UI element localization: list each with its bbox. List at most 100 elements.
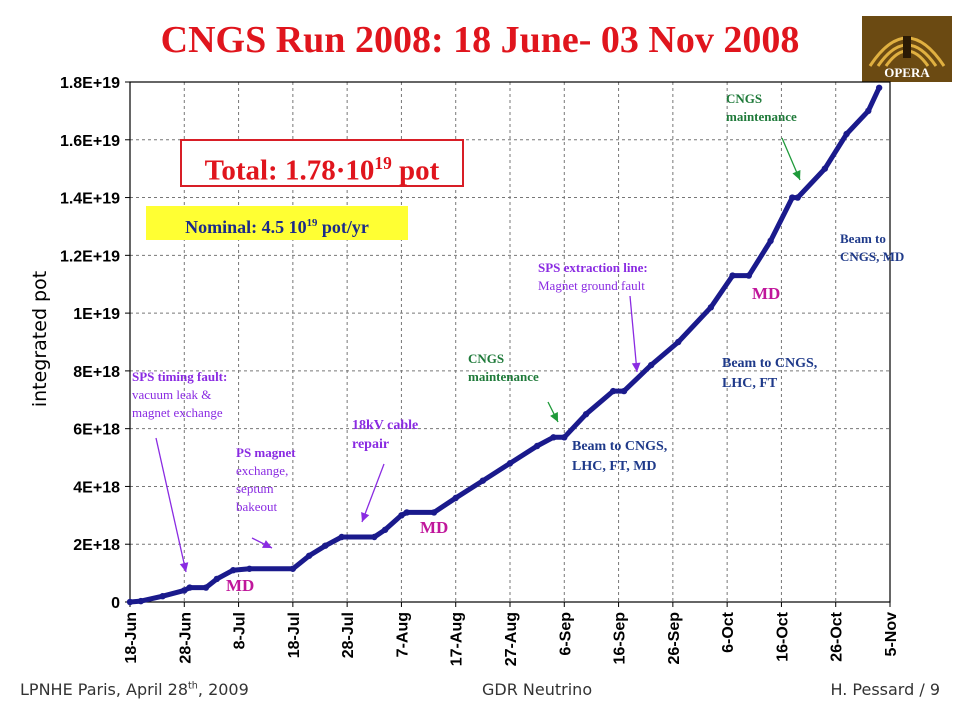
total-exp: 19 <box>374 153 392 173</box>
sps-timing-body-1: vacuum leak & <box>132 387 212 402</box>
data-point <box>561 434 568 441</box>
data-point <box>479 477 487 484</box>
x-tick-label: 16-Oct <box>774 611 791 661</box>
data-point <box>159 593 166 600</box>
data-point <box>865 107 872 115</box>
data-point <box>289 565 297 572</box>
footer-left-suffix: , 2009 <box>197 680 249 699</box>
x-tick-label: 16-Sep <box>612 612 629 665</box>
data-point <box>582 411 590 418</box>
arrow-shaft <box>629 295 638 373</box>
data-point <box>843 130 850 138</box>
data-point <box>398 512 405 519</box>
footer-left: LPNHE Paris, April 28th, 2009 <box>20 680 249 699</box>
arrow-head <box>361 512 370 522</box>
md-label-1: MD <box>226 576 255 595</box>
cngs-maint-mid-line-1: CNGS <box>468 351 505 366</box>
arrow-shaft <box>155 437 187 573</box>
data-point <box>213 575 221 583</box>
x-tick-label: 27-Aug <box>503 612 520 666</box>
data-point <box>647 361 655 369</box>
x-tick-label: 28-Jun <box>177 612 194 664</box>
data-point <box>745 272 753 279</box>
data-point <box>794 194 801 201</box>
ps-magnet-line-2: exchange, <box>236 463 289 478</box>
data-point <box>202 584 210 591</box>
nominal-prefix: Nominal: 4.5 10 <box>185 217 307 237</box>
footer-right: H. Pessard / 9 <box>830 680 940 699</box>
data-point <box>533 442 541 450</box>
beam-lhc-ft-md-line-1: Beam to CNGS, <box>572 439 668 454</box>
y-tick-label: 2E+18 <box>73 537 120 554</box>
data-point <box>767 237 774 245</box>
sps-timing-title: SPS timing fault: <box>132 369 228 384</box>
data-point <box>181 587 188 594</box>
data-point <box>609 387 617 395</box>
y-tick-label: 1E+19 <box>73 306 120 323</box>
data-point <box>403 509 411 516</box>
data-point <box>322 542 329 549</box>
y-tick-label: 0 <box>111 595 120 612</box>
arrow-head <box>262 540 272 548</box>
annotation-beam-cngs-lhc-ft: Beam to CNGS, LHC, FT <box>722 354 817 394</box>
arrow-shaft <box>361 463 385 523</box>
y-tick-label: 1.8E+19 <box>60 75 120 92</box>
annotation-sps-extraction: SPS extraction line: Magnet ground fault <box>538 259 648 295</box>
y-tick-label: 1.2E+19 <box>60 248 120 265</box>
y-tick-label: 1.4E+19 <box>60 191 120 208</box>
arrow-head <box>792 170 801 180</box>
x-tick-label: 6-Sep <box>557 612 574 656</box>
total-suffix: pot <box>391 154 440 187</box>
beam-lhc-ft-md-line-2: LHC, FT, MD <box>572 459 657 474</box>
annotation-cngs-maintenance-top: CNGS maintenance <box>726 90 797 126</box>
data-point <box>246 565 253 572</box>
data-point <box>137 597 145 605</box>
data-point <box>707 304 715 311</box>
footer-middle: GDR Neutrino <box>482 680 593 699</box>
y-tick-label: 4E+18 <box>73 479 120 496</box>
opera-logo-icon: OPERA <box>862 16 952 82</box>
ps-magnet-line-1: PS magnet <box>236 445 296 460</box>
plot-frame <box>129 81 891 603</box>
arrow-cngs-top <box>781 137 801 181</box>
footer-left-text: LPNHE Paris, April 28 <box>20 680 189 699</box>
data-point <box>338 533 345 541</box>
data-point <box>430 509 438 516</box>
beam-cngs-md-line-1: Beam to <box>840 231 886 246</box>
y-tick-label: 1.6E+19 <box>60 133 120 150</box>
data-point <box>875 84 883 91</box>
sps-timing-body-2: magnet exchange <box>132 405 223 420</box>
x-tick-label: 17-Aug <box>449 612 466 666</box>
data-point <box>789 194 796 201</box>
arrow-sps-timing <box>155 437 189 573</box>
annotation-cngs-maintenance-mid: CNGS maintenance <box>468 350 539 386</box>
data-point <box>371 533 378 541</box>
data-point <box>506 460 514 467</box>
annotation-beam-cngs-lhc-ft-md: Beam to CNGS, LHC, FT, MD <box>572 437 667 477</box>
nominal-box: Nominal: 4.5 1019 pot/yr <box>146 206 408 240</box>
md-label-3: MD <box>752 284 781 303</box>
beam-lhc-ft-line-2: LHC, FT <box>722 376 778 391</box>
data-point <box>821 165 829 172</box>
data-point <box>381 526 389 533</box>
sps-extraction-title: SPS extraction line: <box>538 260 648 275</box>
x-tick-label: 6-Oct <box>720 611 737 653</box>
annotation-ps-magnet: PS magnet exchange, septum bakeout <box>236 444 296 516</box>
annotation-18kv-cable: 18kV cable repair <box>352 416 418 454</box>
cngs-maint-top-line-2: maintenance <box>726 109 797 124</box>
ps-magnet-line-3: septum <box>236 481 274 496</box>
x-tick-label: 18-Jul <box>286 612 303 658</box>
nominal-exp: 19 <box>306 217 318 229</box>
x-tick-label: 28-Jul <box>340 612 357 658</box>
data-point <box>305 552 313 559</box>
annotation-sps-timing: SPS timing fault: vacuum leak & magnet e… <box>132 368 227 422</box>
total-prefix: Total: 1.78·10 <box>204 154 375 187</box>
x-tick-label: 26-Sep <box>666 612 683 665</box>
arrow-head <box>631 362 641 372</box>
data-point <box>186 584 193 591</box>
data-point <box>452 494 459 502</box>
y-tick-label: 8E+18 <box>73 364 120 381</box>
arrow-18kv <box>361 463 385 523</box>
y-axis-label: integrated pot <box>29 271 51 407</box>
